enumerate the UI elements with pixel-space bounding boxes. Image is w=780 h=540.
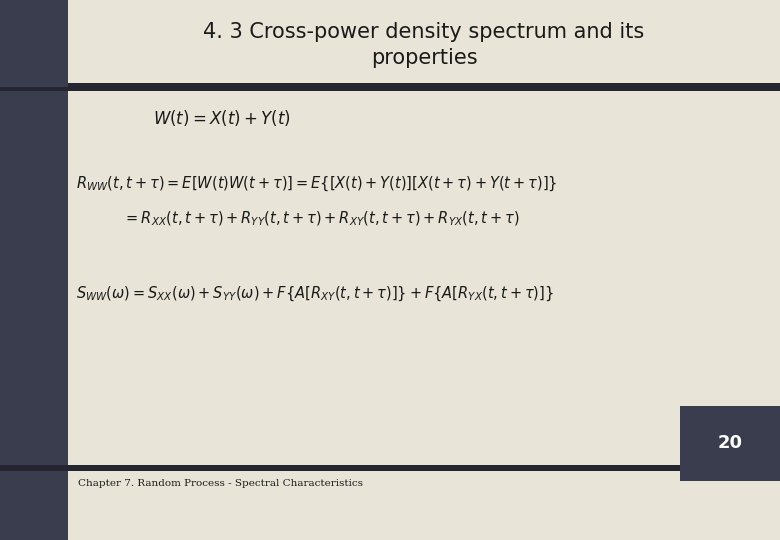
Text: $W(t) = X(t) + Y(t)$: $W(t) = X(t) + Y(t)$ (153, 108, 291, 128)
Text: $S_{WW}(\omega) = S_{XX}(\omega) + S_{YY}(\omega) + F\{A[R_{XY}(t,t+\tau)]\} + F: $S_{WW}(\omega) = S_{XX}(\omega) + S_{YY… (76, 285, 554, 303)
Bar (0, 0, 68, 540)
Text: $= R_{XX}(t,t+\tau) + R_{YY}(t,t+\tau) + R_{XY}(t,t+\tau) + R_{YX}(t,t+\tau)$: $= R_{XX}(t,t+\tau) + R_{YY}(t,t+\tau) +… (123, 210, 519, 228)
Text: 4. 3 Cross-power density spectrum and its: 4. 3 Cross-power density spectrum and it… (204, 22, 644, 42)
Text: 20: 20 (718, 435, 743, 453)
Bar (0, 87, 780, 91)
Bar (68, 83, 780, 89)
Text: properties: properties (370, 48, 477, 68)
Text: Chapter 7. Random Process - Spectral Characteristics: Chapter 7. Random Process - Spectral Cha… (78, 479, 363, 488)
Text: $R_{WW}(t, t+\tau) = E[W(t)W(t+\tau)] = E\{[X(t)+Y(t)][X(t+\tau)+Y(t+\tau)]\}$: $R_{WW}(t, t+\tau) = E[W(t)W(t+\tau)] = … (76, 175, 558, 193)
Bar (0, 0, 68, 85)
Bar (680, 406, 780, 481)
Bar (0, 465, 780, 471)
